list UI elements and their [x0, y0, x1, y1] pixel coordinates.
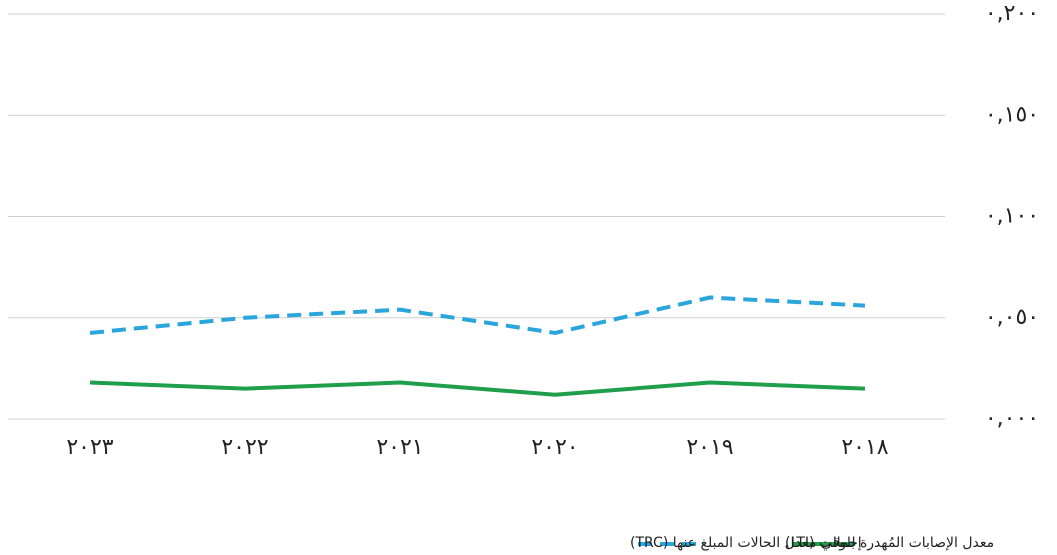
y-tick-label: ٠,٠٥٠ — [985, 305, 1039, 330]
x-tick-label: ٢٠٢٣ — [66, 435, 113, 460]
x-tick-label: ٢٠١٨ — [841, 435, 888, 460]
y-tick-label: ٠,٢٠٠ — [985, 1, 1039, 26]
x-tick-label: ٢٠٢٠ — [531, 435, 578, 460]
y-tick-label: ٠,١٠٠ — [985, 204, 1039, 229]
series-line — [89, 380, 866, 397]
x-tick-label: ٢٠٢٢ — [221, 435, 268, 460]
legend-label: إجمالي معدل الحالات المبلغ عنها (TRC) — [630, 535, 862, 551]
x-tick-label: ٢٠٢١ — [376, 435, 423, 460]
y-tick-label: ٠,٠٠٠ — [985, 406, 1039, 431]
x-tick-label: ٢٠١٩ — [686, 435, 733, 460]
legend-label: معدل الإصابات المُهدرة للوقت (LTI) — [785, 535, 994, 551]
y-tick-label: ٠,١٥٠ — [985, 102, 1039, 127]
series-line — [89, 295, 866, 335]
